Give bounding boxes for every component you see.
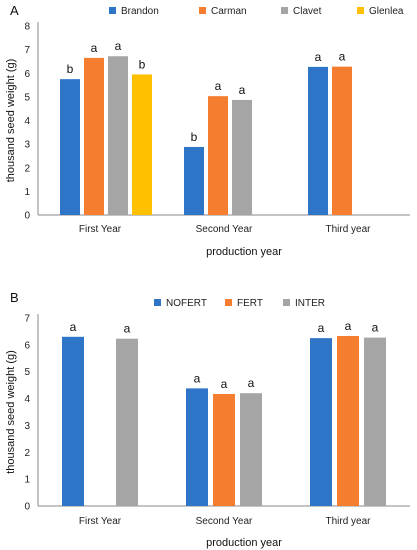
chart-b-bar-s2-c1 [240, 393, 262, 506]
chart-a-ylabel: thousand seed weight (g) [5, 59, 17, 183]
chart-b-legend-label-2: INTER [295, 298, 325, 309]
chart-a-data-label-s2-c0: a [115, 39, 122, 53]
chart-b-legend-label-0: NOFERT [166, 298, 207, 309]
chart-a-ytick-2: 2 [24, 163, 30, 174]
chart-a-ytick-5: 5 [24, 92, 30, 103]
chart-b-xtick-2: Third year [325, 516, 371, 527]
chart-b-bar-s1-c1 [213, 394, 235, 506]
chart-b-data-label-s0-c1: a [194, 371, 201, 385]
chart-b-legend-label-1: FERT [237, 298, 263, 309]
chart-b-data-label-s0-c2: a [318, 321, 325, 335]
chart-a-bar-s0-c0 [60, 79, 80, 215]
chart-a-legend-label-3: Glenlea [369, 6, 404, 17]
chart-a-legend-label-1: Carman [211, 6, 247, 17]
chart-b-data-label-s2-c0: a [124, 322, 131, 336]
chart-a-data-label-s1-c2: a [339, 50, 346, 64]
chart-a-ytick-8: 8 [24, 22, 30, 33]
chart-a-bar-s0-c1 [184, 146, 204, 215]
chart-a-legend-swatch-3 [357, 7, 364, 14]
chart-a-data-label-s0-c0: b [67, 62, 74, 76]
chart-a-ytick-7: 7 [24, 45, 30, 56]
chart-b-bar-s1-c2 [337, 335, 359, 506]
chart-a-legend-label-0: Brandon [121, 6, 159, 17]
chart-b-legend-swatch-2 [283, 299, 290, 306]
chart-a-legend-swatch-2 [281, 7, 288, 14]
chart-b-ytick-5: 5 [24, 367, 30, 378]
chart-b-legend-swatch-1 [225, 299, 232, 306]
chart-a-legend-swatch-1 [199, 7, 206, 14]
chart-b-bar-s2-c0 [116, 338, 138, 506]
chart-b-data-label-s2-c1: a [248, 376, 255, 390]
chart-a-xlabel: production year [206, 246, 282, 258]
chart-b-ytick-3: 3 [24, 421, 30, 432]
chart-a-bar-s1-c1 [208, 96, 228, 215]
chart-b-ytick-1: 1 [24, 475, 30, 486]
chart-a-ytick-1: 1 [24, 187, 30, 198]
chart-b-ytick-4: 4 [24, 394, 30, 405]
chart-b-ytick-0: 0 [24, 502, 30, 513]
chart-b-ytick-6: 6 [24, 340, 30, 351]
chart-b-data-label-s1-c2: a [345, 319, 352, 333]
chart-b-data-label-s1-c1: a [221, 377, 228, 391]
chart-a-ytick-6: 6 [24, 69, 30, 80]
chart-b-data-label-s0-c0: a [70, 320, 77, 334]
chart-b-xlabel: production year [206, 537, 282, 549]
chart-a-bar-s2-c1 [232, 99, 252, 215]
chart-b-bar-s0-c0 [62, 336, 84, 506]
chart-b-ylabel: thousand seed weight (g) [5, 350, 17, 474]
chart-a-bar-s3-c0 [132, 74, 152, 216]
chart-a-xtick-2: Third year [325, 224, 371, 235]
chart-a-ytick-4: 4 [24, 116, 30, 127]
chart-a-bar-s1-c0 [84, 57, 104, 215]
chart-a-ytick-3: 3 [24, 140, 30, 151]
panel-b-letter: B [10, 290, 19, 305]
chart-b-bar-s0-c1 [186, 388, 208, 506]
chart-b-data-label-s2-c2: a [372, 321, 379, 335]
chart-a-xtick-1: Second Year [196, 224, 253, 235]
chart-a-data-label-s1-c0: a [91, 41, 98, 55]
chart-a-data-label-s3-c0: b [139, 57, 146, 71]
chart-b-xtick-0: First Year [79, 516, 122, 527]
chart-a-data-label-s2-c1: a [239, 83, 246, 97]
chart-b-bar-s2-c2 [364, 337, 386, 506]
panel-a-letter: A [10, 3, 19, 18]
chart-a-data-label-s0-c2: a [315, 50, 322, 64]
chart-b-ytick-7: 7 [24, 314, 30, 325]
chart-b-bar-s0-c2 [310, 338, 332, 506]
chart-a-legend-label-2: Clavet [293, 6, 322, 17]
chart-a-data-label-s1-c1: a [215, 79, 222, 93]
chart-a-bar-s1-c2 [332, 66, 352, 215]
chart-a-data-label-s0-c1: b [191, 130, 198, 144]
chart-a-bar-s0-c2 [308, 66, 328, 215]
chart-a-ytick-0: 0 [24, 211, 30, 222]
chart-b-xtick-1: Second Year [196, 516, 253, 527]
chart-b-ytick-2: 2 [24, 448, 30, 459]
chart-a-bar-s2-c0 [108, 56, 128, 215]
chart-b-legend-swatch-0 [154, 299, 161, 306]
chart-a-legend-swatch-0 [109, 7, 116, 14]
chart-a-xtick-0: First Year [79, 224, 122, 235]
